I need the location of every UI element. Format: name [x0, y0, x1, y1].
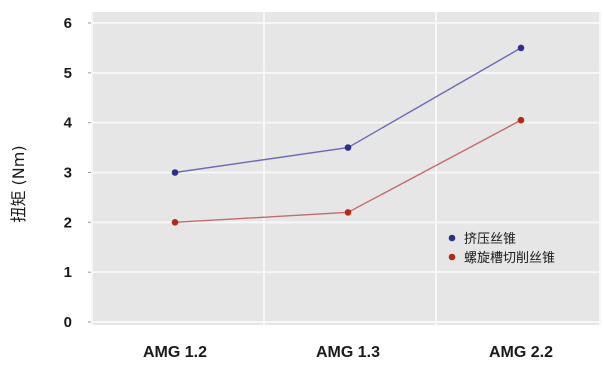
y-tick-label: 4	[64, 115, 73, 132]
y-tick-label: 5	[64, 65, 72, 82]
legend-label: 螺旋槽切削丝锥	[464, 251, 555, 266]
x-tick-label: AMG 1.3	[316, 344, 380, 361]
y-tick-label: 6	[64, 15, 72, 32]
data-point	[344, 144, 352, 151]
y-tick-label: 1	[64, 264, 72, 281]
x-tick-label: AMG 2.2	[489, 344, 553, 361]
legend-marker	[448, 253, 456, 261]
y-tick-label: 2	[64, 214, 72, 231]
y-axis-label: 扭矩 (Nm)	[9, 145, 28, 222]
data-point	[171, 219, 179, 226]
legend-marker	[448, 234, 456, 242]
y-tick-label: 3	[64, 165, 72, 182]
x-tick-label: AMG 1.2	[143, 344, 207, 361]
data-point	[171, 169, 179, 176]
plot-background	[92, 12, 600, 325]
data-point	[344, 209, 352, 216]
series-group	[171, 44, 525, 226]
data-point	[517, 116, 525, 124]
y-tick-label: 0	[64, 314, 72, 331]
legend-label: 挤压丝锥	[464, 232, 516, 247]
x-axis-ticks: AMG 1.2 AMG 1.3 AMG 2.2	[143, 344, 553, 361]
data-point	[517, 44, 525, 52]
y-axis-ticks: 0 1 2 3 4 5 6	[64, 15, 73, 331]
